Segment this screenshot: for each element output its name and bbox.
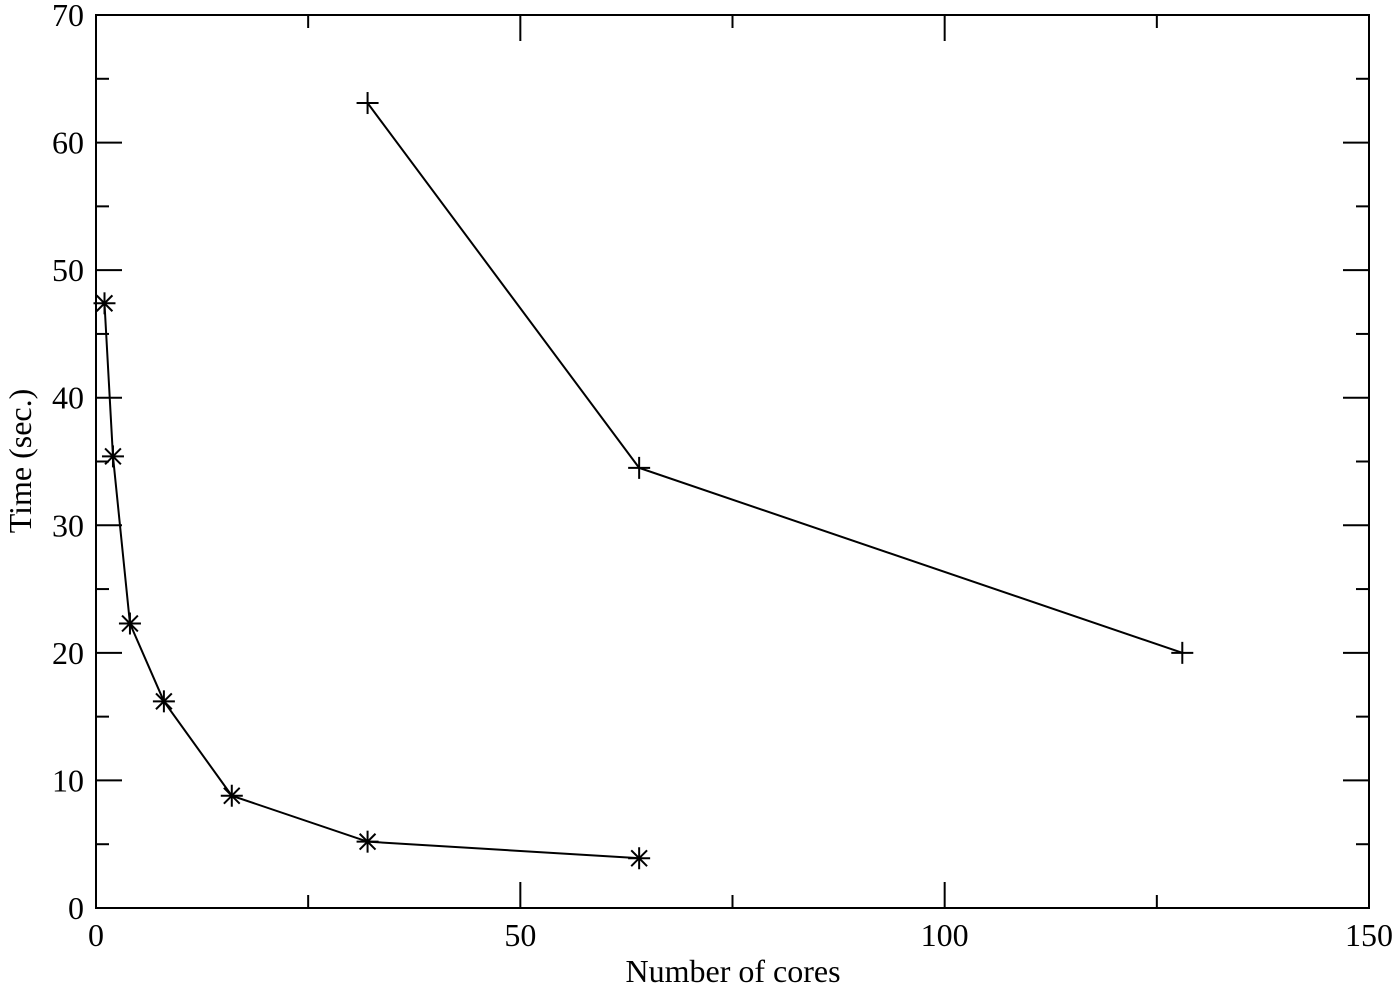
- series-layer: [93, 92, 1194, 870]
- series-line: [103, 303, 640, 860]
- y-tick-label: 70: [52, 0, 84, 33]
- axis-tick-labels: 0 50 100 150 0 10 20 30 40 50 60 70: [52, 0, 1393, 953]
- y-tick-label: 10: [52, 762, 84, 798]
- x-tick-label: 0: [88, 917, 104, 953]
- data-point: [1171, 641, 1194, 664]
- data-point: [356, 92, 379, 115]
- x-tick-label: 100: [921, 917, 969, 953]
- x-tick-label: 150: [1345, 917, 1393, 953]
- axis-ticks: [95, 14, 1370, 909]
- y-tick-label: 40: [52, 380, 84, 416]
- data-point: [101, 445, 124, 468]
- plot-frame: [95, 14, 1370, 909]
- data-point: [628, 456, 651, 479]
- data-point: [118, 612, 141, 635]
- series-0: [93, 292, 651, 870]
- data-point: [356, 830, 379, 853]
- y-tick-label: 30: [52, 507, 84, 543]
- y-tick-label: 50: [52, 252, 84, 288]
- data-point: [628, 847, 651, 870]
- x-axis-label: Number of cores: [625, 953, 840, 987]
- series-line: [366, 102, 1183, 654]
- data-point: [220, 784, 243, 807]
- data-point: [152, 690, 175, 713]
- y-tick-label: 20: [52, 635, 84, 671]
- data-point: [93, 292, 116, 315]
- series-1: [356, 92, 1194, 664]
- x-tick-label: 50: [504, 917, 536, 953]
- y-tick-label: 0: [68, 890, 84, 926]
- y-tick-label: 60: [52, 125, 84, 161]
- y-axis-label: Time (sec.): [2, 389, 38, 534]
